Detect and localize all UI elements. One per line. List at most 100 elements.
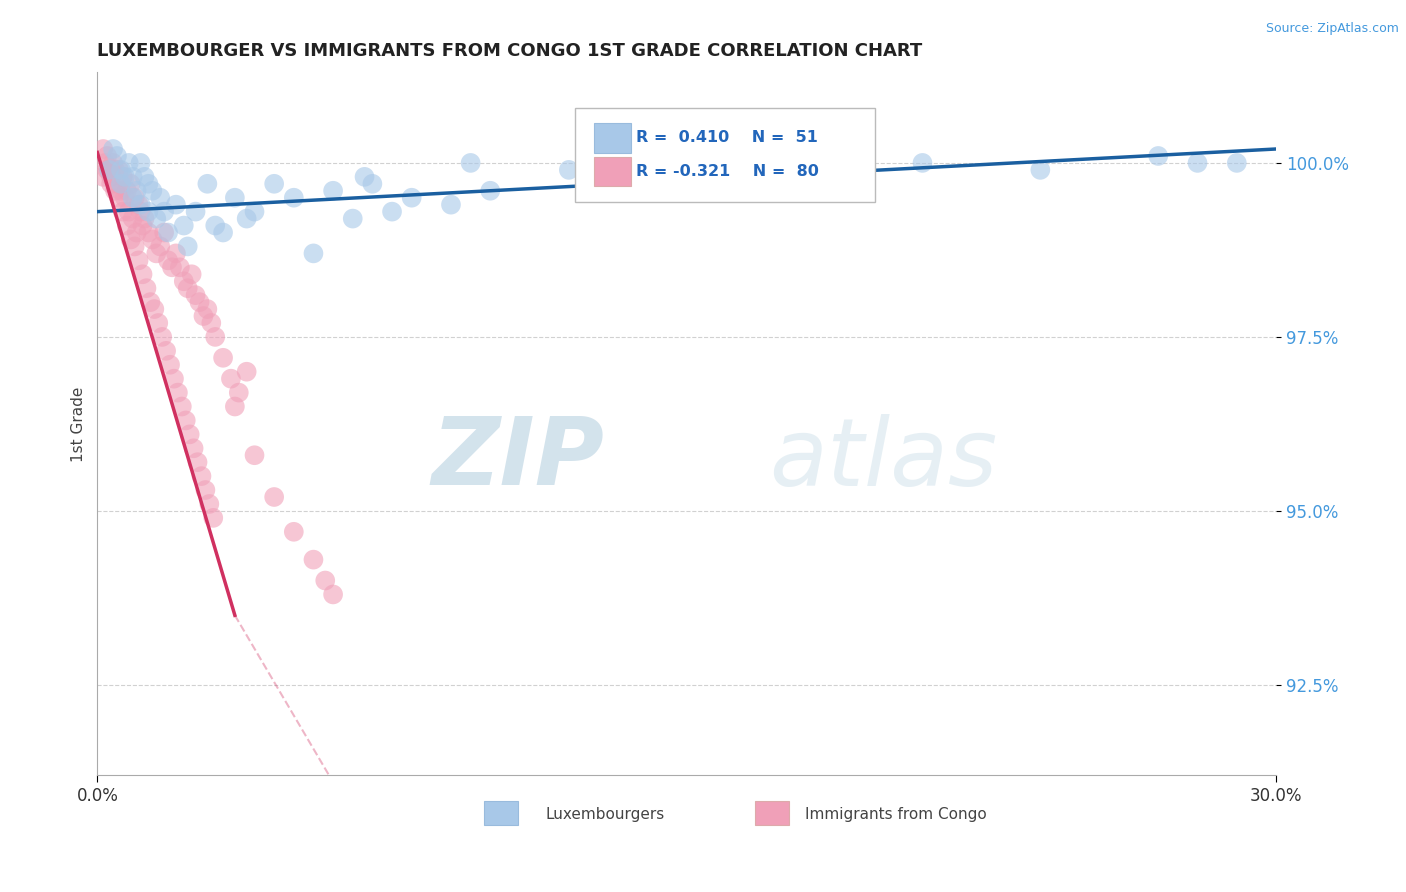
Point <box>134 211 156 226</box>
Point <box>190 469 212 483</box>
Text: Immigrants from Congo: Immigrants from Congo <box>804 806 987 822</box>
Point <box>235 365 257 379</box>
Point <box>96 149 118 163</box>
Point <box>115 219 138 233</box>
Point <box>157 253 180 268</box>
Point <box>204 219 226 233</box>
Point <box>118 204 141 219</box>
Point <box>243 448 266 462</box>
Point <box>195 177 218 191</box>
Point <box>104 162 127 177</box>
Point <box>177 281 200 295</box>
Point <box>108 191 131 205</box>
Point <box>1187 156 1209 170</box>
Point <box>125 226 148 240</box>
Point <box>100 169 122 184</box>
Point <box>302 552 325 566</box>
Point <box>145 211 167 226</box>
Point <box>200 316 222 330</box>
Point <box>460 156 482 170</box>
Point <box>105 149 128 163</box>
Point <box>145 246 167 260</box>
Point <box>322 184 344 198</box>
Point <box>131 267 153 281</box>
Point <box>110 184 132 198</box>
Point <box>302 246 325 260</box>
Point <box>381 204 404 219</box>
Point <box>149 191 172 205</box>
Point <box>108 162 131 177</box>
Point <box>129 204 152 219</box>
Point <box>121 211 143 226</box>
Point <box>157 226 180 240</box>
Point <box>153 226 176 240</box>
Point <box>115 184 138 198</box>
Point <box>322 587 344 601</box>
Point <box>314 574 336 588</box>
Text: LUXEMBOURGER VS IMMIGRANTS FROM CONGO 1ST GRADE CORRELATION CHART: LUXEMBOURGER VS IMMIGRANTS FROM CONGO 1S… <box>97 42 922 60</box>
Point <box>100 177 122 191</box>
Point <box>793 169 815 184</box>
Point <box>143 301 166 316</box>
Point <box>177 239 200 253</box>
Point <box>114 169 136 184</box>
Text: atlas: atlas <box>769 414 997 505</box>
Text: R =  0.410    N =  51: R = 0.410 N = 51 <box>636 130 818 145</box>
Point <box>195 301 218 316</box>
Point <box>159 358 181 372</box>
Point <box>1029 162 1052 177</box>
Point <box>114 191 136 205</box>
Point <box>139 295 162 310</box>
Point <box>235 211 257 226</box>
Point <box>148 316 170 330</box>
Point <box>212 226 235 240</box>
Point <box>138 177 160 191</box>
Point <box>558 162 581 177</box>
Point <box>165 197 187 211</box>
Point <box>138 204 160 219</box>
Point <box>153 204 176 219</box>
Point <box>134 169 156 184</box>
Point <box>129 156 152 170</box>
Point <box>121 191 143 205</box>
Point <box>135 281 157 295</box>
Point <box>98 162 121 177</box>
FancyBboxPatch shape <box>575 108 876 202</box>
Point <box>120 232 142 246</box>
Point <box>104 184 127 198</box>
Point <box>118 156 141 170</box>
Point <box>110 177 132 191</box>
Point <box>204 330 226 344</box>
Point <box>160 260 183 275</box>
Point <box>193 309 215 323</box>
Text: R = -0.321    N =  80: R = -0.321 N = 80 <box>636 164 818 179</box>
Point <box>125 184 148 198</box>
Point <box>169 260 191 275</box>
Point <box>96 162 118 177</box>
Point <box>714 156 737 170</box>
Point <box>124 239 146 253</box>
Point <box>180 267 202 281</box>
Point <box>183 442 205 456</box>
Point <box>170 400 193 414</box>
Point <box>243 204 266 219</box>
Point <box>1226 156 1249 170</box>
Point <box>141 232 163 246</box>
Point <box>283 524 305 539</box>
Point <box>91 169 114 184</box>
FancyBboxPatch shape <box>484 801 519 824</box>
Point <box>1147 149 1170 163</box>
Point <box>283 191 305 205</box>
Point <box>911 156 934 170</box>
Point <box>149 239 172 253</box>
Point <box>224 191 246 205</box>
Point <box>101 156 124 170</box>
Point <box>120 177 142 191</box>
Y-axis label: 1st Grade: 1st Grade <box>72 386 86 461</box>
Point <box>131 219 153 233</box>
Point <box>187 455 209 469</box>
Point <box>194 483 217 497</box>
Point <box>179 427 201 442</box>
Point <box>111 204 134 219</box>
Point <box>124 191 146 205</box>
